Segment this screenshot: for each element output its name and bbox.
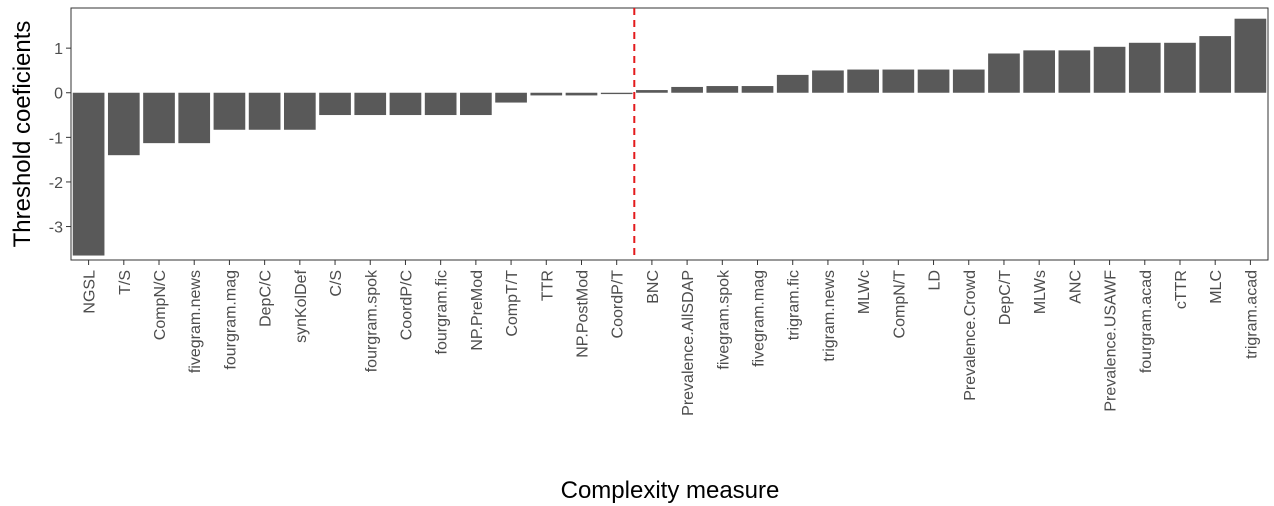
bar-MLC — [1199, 36, 1232, 93]
bar-Prevalence.USAWF — [1093, 46, 1126, 93]
bar-CoordP/C — [389, 92, 422, 116]
x-tick-label: LD — [927, 270, 944, 290]
x-tick-label: TTR — [539, 270, 556, 301]
x-tick-label: DepC/T — [997, 270, 1014, 325]
x-tick-label: Prevalence.AllSDAP — [680, 270, 697, 416]
x-tick-label: CoordP/T — [610, 270, 627, 339]
bar-fivegram.news — [178, 92, 211, 144]
bar-ANC — [1058, 50, 1091, 93]
bar-TTR — [530, 92, 563, 96]
x-tick-label: NP.PreMod — [469, 270, 486, 351]
x-tick-label: Prevalence.Crowd — [962, 270, 979, 401]
x-axis-ticks: NGSL T/S CompN/C fivegram.news fourgram.mag D… — [82, 260, 1260, 416]
y-tick-label: -2 — [49, 175, 63, 192]
plot-panel — [70, 7, 1269, 261]
bar-trigram.fic — [776, 74, 809, 93]
x-tick-label: C/S — [328, 270, 345, 297]
x-tick-label: fourgram.spok — [363, 269, 380, 372]
bar-cTTR — [1164, 42, 1196, 93]
bar-trigram.news — [812, 70, 844, 93]
x-tick-label: ANC — [1067, 270, 1084, 304]
bar-synKolDef — [283, 92, 316, 130]
x-tick-label: MLC — [1208, 270, 1225, 304]
bar-MLWc — [847, 69, 879, 93]
x-tick-label: fourgram.fic — [434, 270, 451, 354]
x-axis-title: Complexity measure — [561, 477, 780, 504]
bar-fourgram.acad — [1128, 42, 1161, 93]
bar-DepC/T — [988, 53, 1020, 93]
x-tick-label: trigram.news — [821, 270, 838, 362]
x-tick-label: synKolDef — [293, 269, 310, 342]
bar-NP.PostMod — [565, 92, 598, 96]
bar-fivegram.mag — [741, 86, 774, 93]
bar-NP.PreMod — [460, 92, 492, 116]
bar-fourgram.mag — [213, 92, 246, 130]
x-tick-label: NGSL — [82, 270, 99, 314]
bar-MLWs — [1023, 50, 1056, 93]
bar-trigram.acad — [1234, 18, 1267, 93]
x-tick-label: CompN/C — [152, 270, 169, 340]
y-tick-label: 0 — [54, 86, 63, 103]
x-tick-label: NP.PostMod — [574, 270, 591, 358]
bar-BNC — [636, 90, 668, 93]
x-tick-label: MLWs — [1032, 270, 1049, 314]
bar-NGSL — [72, 92, 105, 256]
x-tick-label: fivegram.news — [187, 270, 204, 373]
x-tick-label: T/S — [117, 270, 134, 295]
y-tick-label: 1 — [54, 41, 63, 58]
bar-fourgram.spok — [354, 92, 387, 116]
x-tick-label: Prevalence.USAWF — [1103, 270, 1120, 412]
x-tick-label: fourgram.mag — [222, 270, 239, 370]
x-tick-label: CompN/T — [891, 270, 908, 339]
bars-group — [72, 18, 1267, 256]
bar-CompT/T — [495, 92, 527, 103]
bar-LD — [917, 69, 950, 93]
bar-CompN/T — [882, 69, 915, 93]
bar-DepC/C — [248, 92, 281, 130]
y-tick-label: -1 — [49, 130, 63, 147]
x-tick-label: fourgram.acad — [1138, 270, 1155, 373]
bar-CoordP/T — [600, 92, 633, 95]
x-tick-label: CompT/T — [504, 270, 521, 337]
x-tick-label: BNC — [645, 270, 662, 304]
y-tick-label: -3 — [49, 220, 63, 237]
bar-Prevalence.AllSDAP — [671, 86, 703, 93]
x-tick-label: fivegram.mag — [751, 270, 768, 367]
bar-T/S — [107, 92, 140, 156]
x-tick-label: DepC/C — [258, 270, 275, 327]
x-tick-label: CoordP/C — [398, 270, 415, 340]
bar-Prevalence.Crowd — [952, 69, 985, 93]
bar-CompN/C — [143, 92, 175, 144]
x-tick-label: fivegram.spok — [715, 269, 732, 370]
x-tick-label: MLWc — [856, 270, 873, 314]
y-axis-ticks: -3 -2 -1 0 1 — [49, 41, 71, 237]
bar-fivegram.spok — [706, 86, 739, 93]
x-tick-label: trigram.fic — [786, 270, 803, 340]
bar-C/S — [319, 92, 351, 116]
bar-fourgram.fic — [424, 92, 457, 116]
x-tick-label: trigram.acad — [1243, 270, 1260, 359]
y-axis-title: Threshold coeficients — [9, 21, 36, 248]
x-tick-label: cTTR — [1173, 270, 1190, 309]
